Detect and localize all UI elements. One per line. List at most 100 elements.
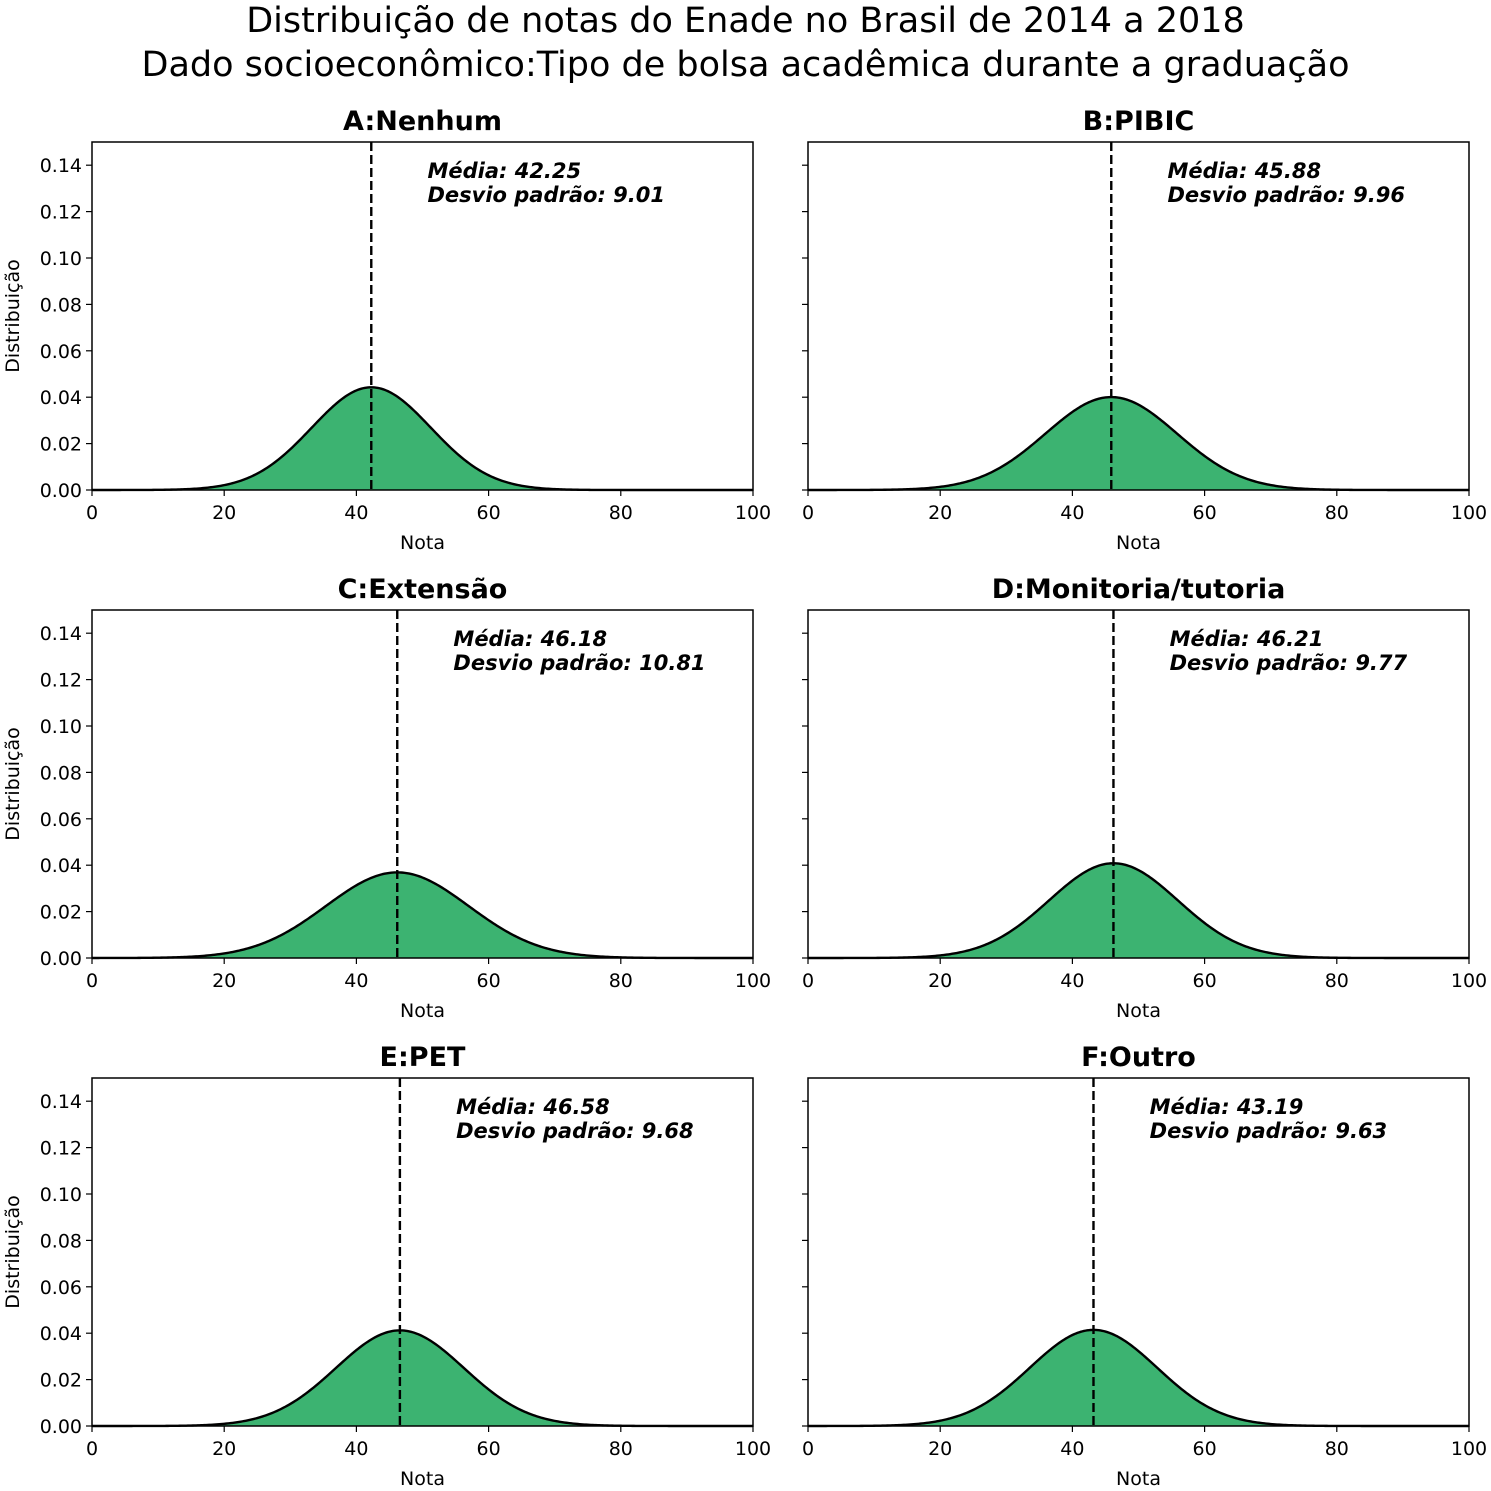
subplot: 0 20 40 60 80 100 0.00 0.02 0.04 0.06 0.08 0.10 0.12… [2,106,771,554]
y-tick-label: 0.00 [40,948,82,970]
annotation-std: Desvio padrão: 9.77 [1170,651,1408,675]
axes-frame [91,609,754,959]
x-axis-label: Nota [1116,532,1161,554]
x-tick-label: 60 [1193,1438,1217,1460]
annotation-std: Desvio padrão: 9.68 [456,1119,694,1143]
y-tick-label: 0.10 [40,716,82,738]
x-tick-label: 20 [928,1438,952,1460]
subplot: 0 20 40 60 80 100 D:Monitoria/tutoria Nota Média… [802,574,1487,1022]
x-tick-label: 20 [928,970,952,992]
x-tick-label: 0 [86,502,98,524]
x-tick-label: 20 [928,502,952,524]
x-tick-label: 40 [1060,502,1084,524]
x-axis-label: Nota [400,1000,445,1022]
x-tick-label: 60 [1193,502,1217,524]
y-axis-label: Distribuição [2,259,24,372]
y-tick-label: 0.06 [40,341,82,363]
axes-frame [807,1077,1470,1427]
y-tick-label: 0.00 [40,480,82,502]
axes-frame [91,1077,754,1427]
x-tick-label: 80 [1325,1438,1349,1460]
annotation-std: Desvio padrão: 10.81 [453,651,705,675]
x-tick-label: 60 [477,1438,501,1460]
x-tick-label: 0 [802,970,814,992]
x-axis-label: Nota [1116,1000,1161,1022]
density-fill [808,1329,1469,1426]
panels-grid: 0 20 40 60 80 100 0.00 0.02 0.04 0.06 0.08 0.10 0.12… [2,106,1487,1490]
x-tick-label: 80 [609,1438,633,1460]
x-tick-label: 100 [1451,1438,1487,1460]
subplot-title: A:Nenhum [343,106,502,137]
y-tick-label: 0.14 [40,155,82,177]
y-tick-label: 0.12 [40,202,82,224]
x-tick-label: 20 [212,1438,236,1460]
subplot-title: D:Monitoria/tutoria [992,574,1286,605]
annotation-mean: Média: 45.88 [1167,159,1321,183]
x-tick-label: 40 [1060,970,1084,992]
annotation-mean: Média: 42.25 [427,159,581,183]
x-tick-label: 0 [86,970,98,992]
y-tick-label: 0.08 [40,294,82,316]
annotation-std: Desvio padrão: 9.01 [427,183,665,207]
density-fill [92,1330,753,1426]
axes-frame [807,609,1470,959]
y-tick-label: 0.10 [40,1184,82,1206]
density-fill [808,397,1469,490]
x-tick-label: 0 [802,502,814,524]
density-fill [92,872,753,958]
x-tick-label: 100 [1451,502,1487,524]
x-tick-label: 80 [609,970,633,992]
annotation-mean: Média: 43.19 [1150,1095,1304,1119]
y-tick-label: 0.10 [40,248,82,270]
annotation-std: Desvio padrão: 9.96 [1167,183,1405,207]
subplot-title: B:PIBIC [1083,106,1195,137]
y-tick-label: 0.02 [40,902,82,924]
subplot-title: F:Outro [1081,1042,1196,1073]
x-tick-label: 0 [86,1438,98,1460]
x-tick-label: 40 [344,502,368,524]
subplot: 0 20 40 60 80 100 B:PIBIC Nota Média: 45.88Desvi… [802,106,1487,554]
y-tick-label: 0.08 [40,762,82,784]
y-tick-label: 0.06 [40,809,82,831]
x-tick-label: 60 [477,502,501,524]
y-tick-label: 0.04 [40,387,82,409]
y-tick-label: 0.12 [40,1138,82,1160]
axes-frame [807,141,1470,491]
y-tick-label: 0.02 [40,434,82,456]
subplot-title: C:Extensão [338,574,508,605]
x-tick-label: 20 [212,970,236,992]
density-fill [808,863,1469,958]
annotation-mean: Média: 46.21 [1170,627,1324,651]
subplot: 0 20 40 60 80 100 0.00 0.02 0.04 0.06 0.08 0.10 0.12… [2,1042,771,1490]
x-tick-label: 60 [477,970,501,992]
y-axis-label: Distribuição [2,1195,24,1308]
x-tick-label: 20 [212,502,236,524]
y-tick-label: 0.14 [40,623,82,645]
subplot-title: E:PET [380,1042,466,1073]
x-tick-label: 60 [1193,970,1217,992]
x-axis-label: Nota [400,1468,445,1490]
x-axis-label: Nota [400,532,445,554]
x-tick-label: 100 [1451,970,1487,992]
y-tick-label: 0.04 [40,855,82,877]
x-tick-label: 40 [344,970,368,992]
y-tick-label: 0.04 [40,1323,82,1345]
y-tick-label: 0.06 [40,1277,82,1299]
x-tick-label: 0 [802,1438,814,1460]
x-tick-label: 80 [1325,502,1349,524]
figure-title-line1: Distribuição de notas do Enade no Brasil… [246,1,1245,41]
annotation-mean: Média: 46.58 [456,1095,610,1119]
x-tick-label: 100 [735,502,771,524]
x-tick-label: 80 [609,502,633,524]
y-tick-label: 0.14 [40,1091,82,1113]
x-tick-label: 100 [735,1438,771,1460]
x-axis-label: Nota [1116,1468,1161,1490]
y-tick-label: 0.00 [40,1416,82,1438]
y-tick-label: 0.08 [40,1230,82,1252]
x-tick-label: 80 [1325,970,1349,992]
annotation-mean: Média: 46.18 [453,627,607,651]
x-tick-label: 100 [735,970,771,992]
density-fill [92,387,753,490]
y-tick-label: 0.12 [40,670,82,692]
